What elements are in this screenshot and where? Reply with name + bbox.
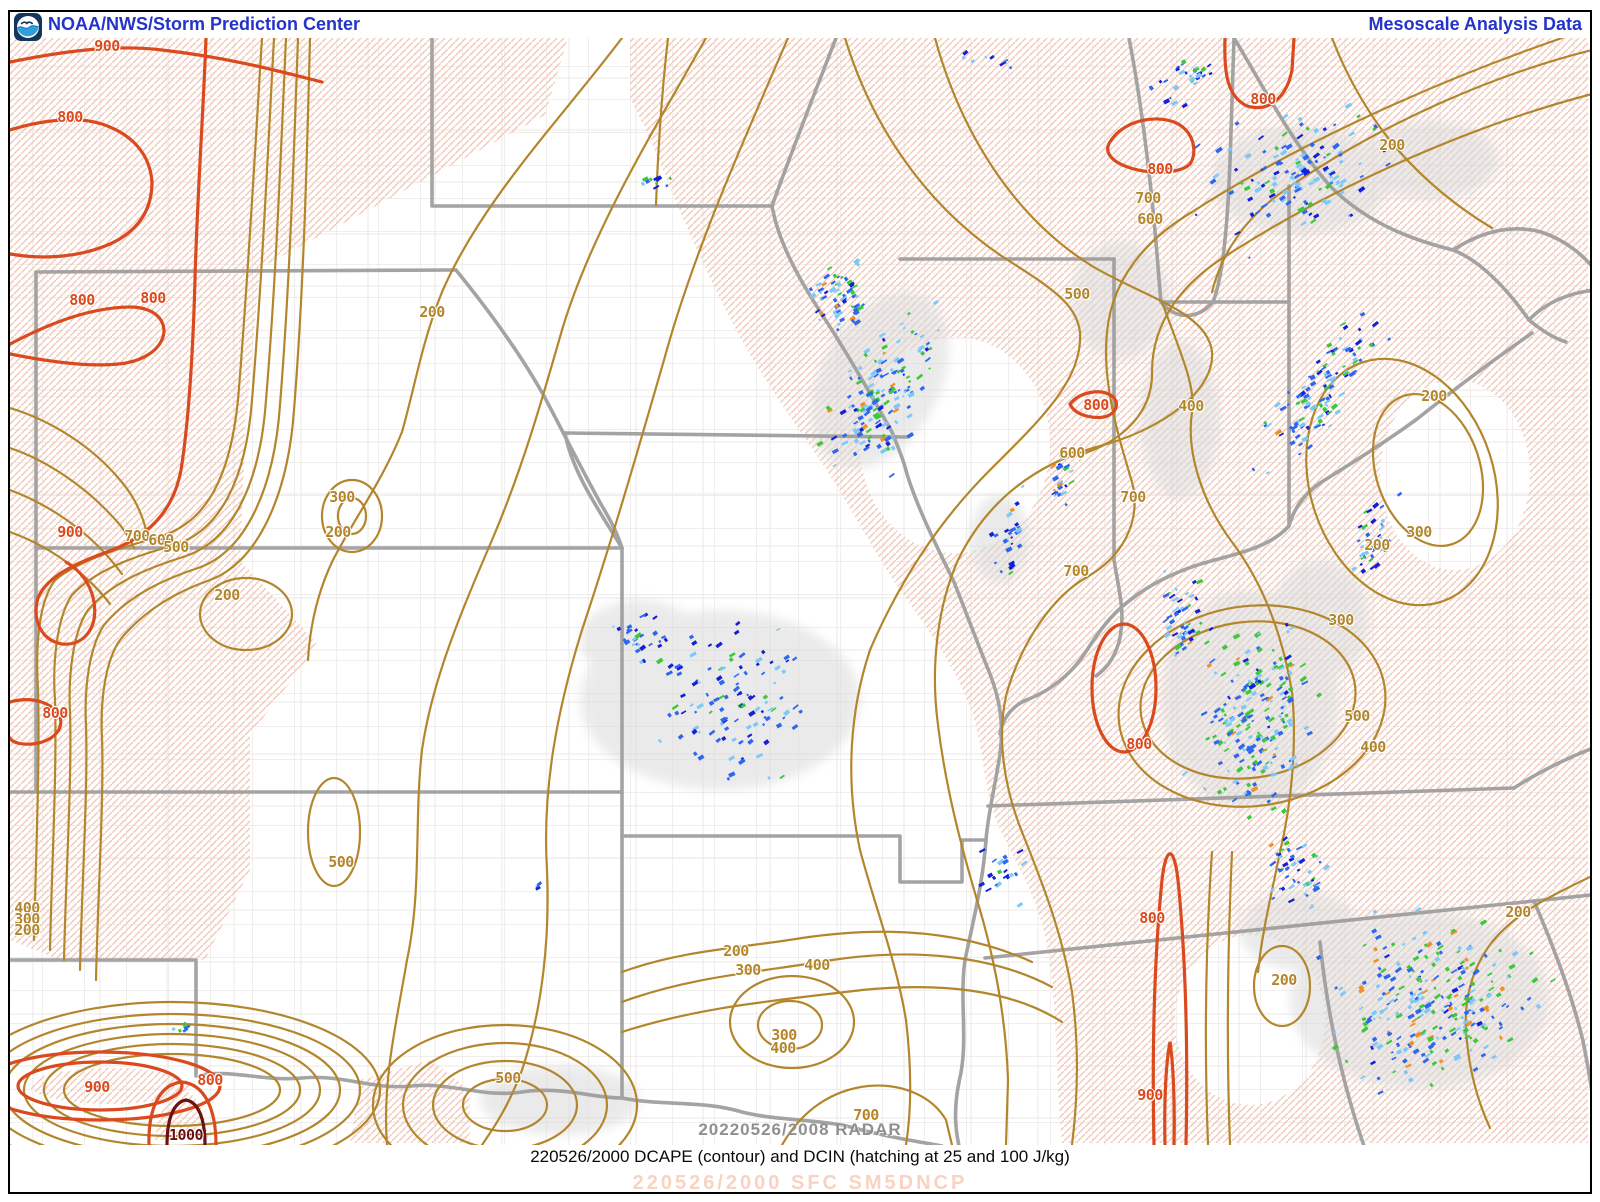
map-canvas	[10, 38, 1590, 1145]
header-right-label: Mesoscale Analysis Data	[1368, 14, 1582, 34]
product-caption: 220526/2000 DCAPE (contour) and DCIN (ha…	[530, 1147, 1070, 1166]
noaa-logo-icon	[14, 13, 42, 41]
page-title: NOAA/NWS/Storm Prediction Center	[48, 14, 361, 34]
radar-timestamp-label: 20220526/2008 RADAR	[698, 1120, 902, 1139]
radar-echoes-layer	[171, 49, 1556, 1095]
product-watermark: 220526/2000 SFC SM5DNCP	[632, 1172, 968, 1192]
radar-cloud-shading	[480, 120, 1550, 1135]
dcape-contour-max	[165, 1098, 207, 1145]
dcape-contours-low	[10, 38, 1590, 1145]
mesoanalysis-map: 900 800 800 800 900 800 900 800 1000 800 800 800 800…	[10, 38, 1590, 1145]
dcape-contours-high	[10, 38, 1296, 1145]
